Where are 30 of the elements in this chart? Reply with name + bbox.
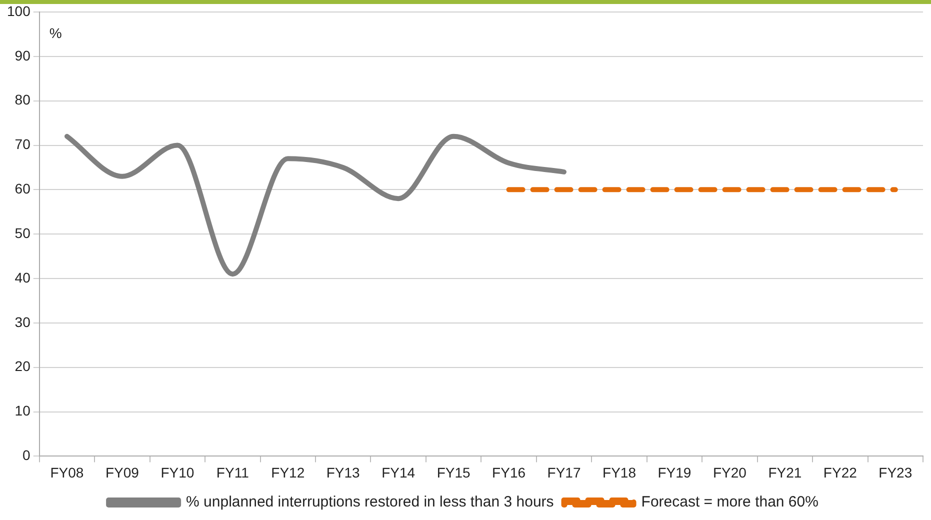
x-tick-label: FY16: [492, 464, 526, 480]
y-tick-label: 90: [14, 47, 31, 64]
x-tick-label: FY10: [160, 464, 194, 480]
y-tick-label: 40: [14, 269, 31, 286]
y-tick-label: 100: [7, 2, 31, 19]
x-tick-label: FY21: [768, 464, 802, 480]
x-tick-label: FY08: [50, 464, 84, 480]
x-tick-label: FY22: [823, 464, 858, 480]
y-tick-label: 60: [14, 180, 31, 197]
x-tick-label: FY15: [436, 464, 471, 480]
y-tick-label: 50: [14, 224, 31, 241]
x-tick-label: FY12: [271, 464, 305, 480]
x-tick-label: FY13: [326, 464, 360, 480]
x-tick-label: FY11: [216, 464, 250, 480]
x-tick-label: FY14: [382, 464, 416, 480]
x-tick-label: FY17: [547, 464, 581, 480]
y-tick-label: 0: [22, 447, 31, 464]
legend-label: % unplanned interruptions restored in less than 3 hours: [186, 494, 554, 511]
x-tick-label: FY09: [105, 464, 140, 480]
y-tick-label: 20: [14, 358, 31, 374]
y-tick-label: 70: [14, 136, 31, 152]
x-tick-label: FY19: [658, 464, 692, 480]
x-tick-label: FY18: [602, 464, 636, 480]
y-tick-label: 30: [14, 314, 31, 330]
y-axis-title: %: [49, 24, 62, 41]
y-tick-label: 80: [14, 92, 31, 108]
y-tick-label: 10: [14, 402, 31, 419]
x-tick-label: FY20: [712, 464, 747, 480]
legend-label: Forecast = more than 60%: [641, 494, 818, 511]
x-tick-label: FY23: [878, 464, 912, 480]
